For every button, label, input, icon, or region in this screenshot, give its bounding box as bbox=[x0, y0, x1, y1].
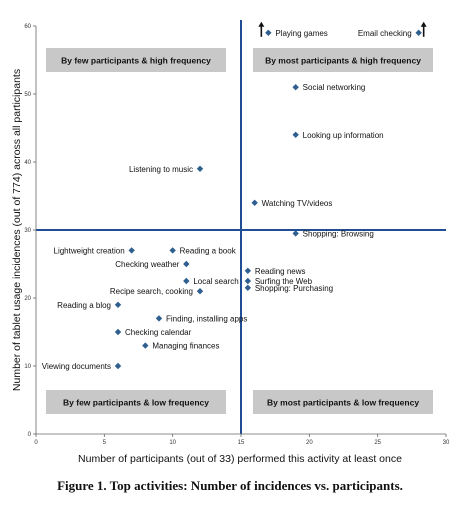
point-label-local-search: Local search bbox=[193, 277, 238, 286]
data-point-viewing-documents bbox=[114, 362, 122, 370]
quadrant-box-top-right bbox=[253, 48, 433, 72]
quadrant-label-bottom-right: By most participants & low frequency bbox=[267, 398, 419, 408]
point-label-reading-a-blog: Reading a blog bbox=[57, 301, 111, 310]
figure-caption: Figure 1. Top activities: Number of inci… bbox=[57, 478, 403, 493]
y-tick-label: 40 bbox=[24, 160, 31, 166]
x-tick-label: 10 bbox=[169, 440, 176, 446]
quadrant-label-top-right: By most participants & high frequency bbox=[265, 56, 421, 66]
x-tick-label: 20 bbox=[306, 440, 313, 446]
data-point-shopping-browsing bbox=[292, 230, 299, 237]
data-point-recipe-search-cooking bbox=[196, 288, 204, 295]
data-point-playing-games bbox=[265, 29, 272, 36]
data-point-reading-a-blog bbox=[114, 301, 122, 308]
y-tick-label: 0 bbox=[28, 432, 32, 438]
point-label-surfing-the-web: Surfing the Web bbox=[255, 277, 313, 286]
data-point-watching-tv-videos bbox=[251, 199, 258, 206]
point-label-lightweight-creation: Lightweight creation bbox=[54, 246, 125, 255]
point-label-playing-games: Playing games bbox=[275, 29, 327, 38]
data-point-checking-weather bbox=[183, 260, 190, 268]
point-label-reading-news: Reading news bbox=[255, 267, 306, 276]
quadrant-box-bottom-left bbox=[46, 390, 226, 414]
x-axis-label: Number of participants (out of 33) perfo… bbox=[78, 453, 402, 465]
data-point-lightweight-creation bbox=[128, 247, 135, 254]
point-label-reading-a-book: Reading a book bbox=[180, 246, 237, 255]
point-label-social-networking: Social networking bbox=[303, 83, 366, 92]
y-tick-label: 50 bbox=[24, 92, 31, 98]
data-point-looking-up-information bbox=[292, 131, 299, 138]
point-label-looking-up-information: Looking up information bbox=[303, 131, 384, 140]
x-tick-label: 5 bbox=[103, 440, 107, 446]
y-tick-label: 30 bbox=[24, 228, 31, 234]
data-point-social-networking bbox=[292, 84, 299, 91]
x-tick-label: 25 bbox=[374, 440, 381, 446]
x-tick-label: 30 bbox=[443, 440, 450, 446]
point-label-managing-finances: Managing finances bbox=[152, 342, 219, 351]
quadrant-box-top-left bbox=[46, 48, 226, 72]
point-label-shopping-purchasing: Shopping: Purchasing bbox=[255, 284, 333, 293]
data-point-reading-a-book bbox=[169, 247, 176, 254]
data-point-local-search bbox=[183, 277, 190, 285]
data-point-finding-installing-apps bbox=[155, 315, 163, 322]
point-label-recipe-search-cooking: Recipe search, cooking bbox=[110, 287, 193, 296]
data-point-reading-news bbox=[244, 267, 252, 274]
y-tick-label: 60 bbox=[24, 24, 31, 30]
point-label-finding-installing-apps: Finding, installing apps bbox=[166, 314, 247, 323]
data-point-surfing-the-web bbox=[244, 277, 252, 285]
quadrant-box-bottom-right bbox=[253, 390, 433, 414]
point-label-watching-tv-videos: Watching TV/videos bbox=[262, 199, 333, 208]
off-scale-arrow-icon bbox=[258, 21, 265, 27]
y-axis-label: Number of tablet usage incidences (out o… bbox=[11, 69, 23, 391]
point-label-email-checking: Email checking bbox=[358, 29, 412, 38]
data-point-email-checking bbox=[415, 29, 422, 36]
data-point-managing-finances bbox=[142, 342, 149, 349]
off-scale-arrow-icon bbox=[420, 21, 427, 27]
data-point-shopping-purchasing bbox=[244, 284, 252, 291]
y-tick-label: 20 bbox=[24, 296, 31, 302]
point-label-checking-weather: Checking weather bbox=[115, 260, 179, 269]
point-label-shopping-browsing: Shopping: Browsing bbox=[303, 229, 374, 238]
scatter-chart: By few participants & high frequency By m… bbox=[11, 20, 450, 465]
point-label-checking-calendar: Checking calendar bbox=[125, 328, 192, 337]
y-tick-label: 10 bbox=[24, 364, 31, 370]
x-tick-label: 0 bbox=[34, 440, 38, 446]
point-label-listening-to-music: Listening to music bbox=[129, 165, 193, 174]
quadrant-label-top-left: By few participants & high frequency bbox=[61, 56, 211, 66]
data-point-listening-to-music bbox=[196, 165, 204, 172]
quadrant-label-bottom-left: By few participants & low frequency bbox=[63, 398, 209, 408]
x-tick-label: 15 bbox=[238, 440, 245, 446]
point-label-viewing-documents: Viewing documents bbox=[42, 362, 111, 371]
data-point-checking-calendar bbox=[114, 328, 122, 336]
